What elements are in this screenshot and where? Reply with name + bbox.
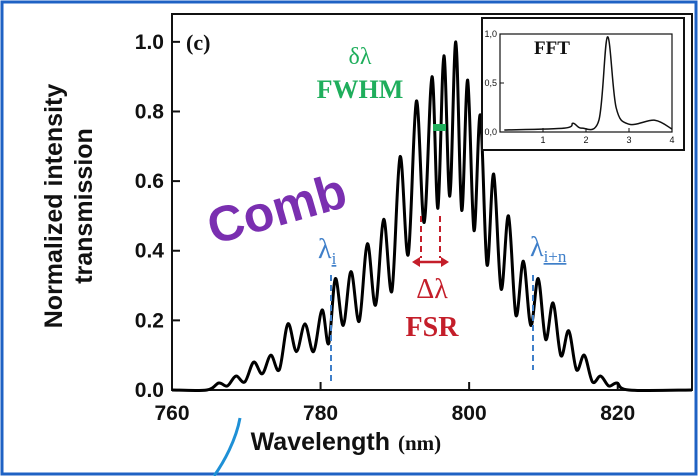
inset-ticks: 1 2 3 4 0,0 0,5 1,0 xyxy=(484,29,674,145)
annotation-delta-lambda-small: δλ xyxy=(349,44,372,70)
fwhm-marker xyxy=(433,124,446,131)
data-point xyxy=(551,301,555,305)
inset-y-tick-label: 1,0 xyxy=(484,29,497,39)
fft-inset: FFT 1 2 3 4 0,0 0,5 1,0 xyxy=(481,17,685,151)
data-point xyxy=(466,78,469,82)
y-tick-label: 0.8 xyxy=(135,100,165,123)
series-layer xyxy=(171,40,693,393)
inset-x-tick-label: 2 xyxy=(583,135,588,145)
data-point xyxy=(382,218,385,221)
y-axis-label-line2: transmission xyxy=(70,128,98,284)
y-tick-label: 1.0 xyxy=(135,31,164,54)
plot-frame xyxy=(171,13,693,391)
inset-y-tick-label: 0,5 xyxy=(484,78,497,88)
data-point xyxy=(479,113,482,117)
data-point xyxy=(567,329,570,333)
fsr-arrow-right-head xyxy=(441,257,449,267)
data-point xyxy=(349,270,353,273)
data-point xyxy=(234,374,238,378)
axis-ticks: 760 780 800 820 0.0 0.2 0.4 0.6 0.8 1.0 xyxy=(135,31,635,425)
inset-label: FFT xyxy=(534,38,570,59)
data-point xyxy=(252,360,255,364)
annotation-fsr: FSR xyxy=(406,312,460,343)
data-point xyxy=(269,353,272,357)
data-point xyxy=(507,214,510,218)
y-tick-label: 0.2 xyxy=(135,309,164,332)
y-tick-label: 0.6 xyxy=(135,170,164,193)
x-tick-label: 780 xyxy=(303,402,338,425)
panel-label: (c) xyxy=(186,30,210,55)
data-point xyxy=(303,322,307,326)
inset-y-tick-label: 0,0 xyxy=(484,127,497,137)
x-tick-label: 820 xyxy=(600,402,635,425)
annotation-delta-lambda: Δλ xyxy=(416,274,448,305)
x-tick-label: 800 xyxy=(452,402,487,425)
data-point xyxy=(537,277,540,280)
data-point xyxy=(286,322,290,326)
data-point xyxy=(334,277,337,280)
data-point xyxy=(398,155,402,158)
x-axis-label: Wavelength xyxy=(251,428,390,456)
annotation-lambda-in: λi+n xyxy=(530,232,567,266)
inset-x-tick-label: 1 xyxy=(540,135,545,145)
data-point xyxy=(415,99,418,103)
data-point xyxy=(430,75,434,78)
data-point xyxy=(217,381,220,385)
x-tick-label: 760 xyxy=(154,402,189,425)
annotation-lambda-i: λi xyxy=(318,234,337,268)
data-point xyxy=(492,172,495,176)
data-point xyxy=(454,40,457,44)
inset-x-tick-label: 4 xyxy=(669,135,674,145)
inset-line xyxy=(504,36,673,131)
x-axis-unit: (nm) xyxy=(398,431,441,455)
data-point xyxy=(442,54,446,57)
data-point xyxy=(583,353,586,357)
data-point xyxy=(615,381,619,385)
data-point xyxy=(522,259,525,263)
y-tick-label: 0.4 xyxy=(135,240,165,263)
data-point xyxy=(599,374,602,378)
inset-series xyxy=(504,36,673,131)
data-point xyxy=(320,308,324,312)
annotation-fwhm: FWHM xyxy=(317,75,404,104)
fsr-arrow-left-head xyxy=(412,257,420,267)
series-line xyxy=(171,40,693,393)
data-point xyxy=(366,242,369,245)
inset-x-tick-label: 3 xyxy=(626,135,631,145)
y-axis-label-line1: Normalized intensity xyxy=(40,84,68,329)
y-tick-label: 0.0 xyxy=(135,379,164,402)
connector-line xyxy=(212,417,242,476)
